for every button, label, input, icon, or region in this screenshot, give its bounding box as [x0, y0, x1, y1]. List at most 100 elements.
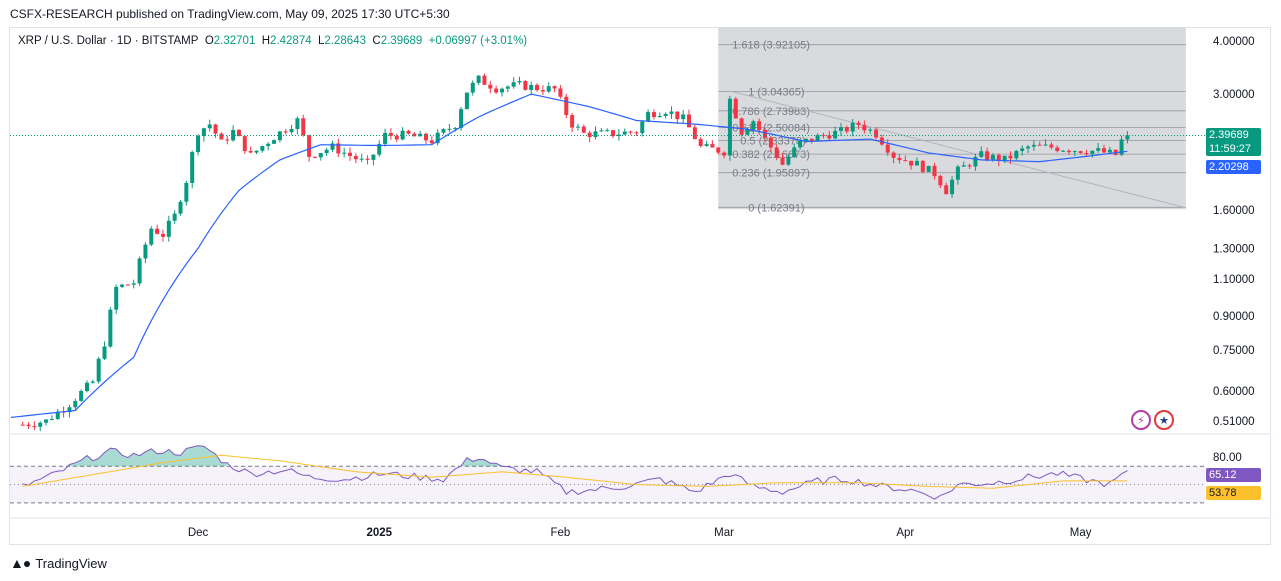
price-tick-label: 1.60000: [1213, 205, 1255, 217]
trendline: [729, 90, 1186, 209]
candle-body: [792, 147, 797, 158]
publisher-line: CSFX-RESEARCH published on TradingView.c…: [10, 7, 450, 21]
candle-body: [733, 98, 738, 119]
bolt-icon[interactable]: ⚡: [1131, 410, 1151, 430]
candle-body: [307, 135, 312, 157]
candle-body: [558, 88, 563, 97]
candle-body: [365, 158, 370, 160]
candle-body: [155, 228, 160, 234]
candle-body: [1096, 148, 1101, 151]
candle-body: [383, 132, 388, 144]
candle-body: [96, 358, 101, 382]
candle-body: [178, 201, 183, 214]
candle-body: [213, 124, 218, 134]
candle-body: [669, 111, 674, 114]
candle-body: [780, 157, 785, 165]
open-value: 2.32701: [213, 35, 256, 47]
price-tick-label: 1.30000: [1213, 243, 1255, 255]
tradingview-brand[interactable]: ▲● TradingView: [10, 555, 107, 571]
tradingview-logo-icon: ▲●: [10, 555, 31, 571]
candle-body: [312, 156, 317, 158]
candle-body: [634, 132, 639, 134]
fib-level-label: 0 (1.62391): [748, 202, 804, 214]
close-value: 2.39689: [380, 35, 423, 47]
candle-body: [459, 109, 464, 128]
last-price-badge: 2.39689 11:59:27: [1206, 128, 1261, 156]
fib-level-label: 0.236 (1.95897): [732, 168, 810, 180]
candle-body: [1037, 144, 1042, 146]
candle-body: [1055, 147, 1060, 152]
candle-body: [201, 128, 206, 137]
candle-body: [599, 130, 604, 132]
candle-body: [844, 127, 849, 132]
moving-average-line: [10, 93, 1128, 418]
candle-body: [505, 86, 510, 89]
candle-body: [570, 115, 575, 128]
price-tick-label: 0.75000: [1213, 345, 1255, 357]
candle-body: [137, 258, 142, 284]
candle-body: [1014, 151, 1019, 159]
price-tick-label: 0.51000: [1213, 416, 1255, 428]
candle-body: [289, 129, 294, 133]
candle-body: [236, 129, 241, 137]
candle-body: [575, 126, 580, 128]
candle-body: [464, 92, 469, 110]
candle-body: [914, 160, 919, 166]
candle-body: [990, 154, 995, 160]
candle-body: [184, 182, 189, 202]
candle-body: [272, 140, 277, 144]
candle-body: [149, 228, 154, 245]
fib-level-label: 0.786 (2.73983): [732, 106, 810, 118]
candle-body: [125, 284, 130, 286]
candle-body: [1066, 150, 1071, 153]
candle-body: [73, 400, 78, 408]
candle-body: [809, 138, 814, 142]
price-tick-label: 0.60000: [1213, 386, 1255, 398]
price-tick-label: 1.10000: [1213, 274, 1255, 286]
brand-name: TradingView: [35, 555, 107, 571]
candle-body: [295, 118, 300, 130]
candle-body: [429, 140, 434, 144]
candle-body: [131, 283, 136, 285]
candle-body: [488, 84, 493, 89]
candle-body: [330, 143, 335, 150]
candle-body: [722, 152, 727, 156]
candle-body: [266, 143, 271, 147]
candle-body: [692, 127, 697, 140]
candle-body: [1061, 150, 1066, 152]
candle-body: [412, 133, 417, 137]
time-tick-label: Feb: [551, 527, 571, 539]
candle-body: [611, 130, 616, 137]
candle-body: [441, 129, 446, 133]
candle-body: [716, 147, 721, 153]
candle-body: [377, 143, 382, 155]
candle-body: [698, 139, 703, 146]
candle-body: [1125, 135, 1130, 140]
candle-body: [1102, 148, 1107, 153]
candle-body: [277, 131, 282, 141]
time-tick-label: Apr: [896, 527, 914, 539]
ohlc-legend: XRP / U.S. Dollar · 1D · BITSTAMP O2.327…: [18, 35, 527, 47]
candle-body: [710, 144, 715, 148]
rsi-line: [22, 445, 1128, 500]
candle-body: [79, 390, 84, 401]
candle-body: [231, 129, 236, 141]
candle-body: [207, 124, 212, 129]
candle-body: [996, 154, 1001, 162]
rsi-tick-label: 80.00: [1213, 452, 1242, 464]
candle-body: [838, 127, 843, 131]
symbol-title[interactable]: XRP / U.S. Dollar · 1D · BITSTAMP: [18, 35, 199, 47]
candle-body: [932, 165, 937, 177]
candle-body: [342, 152, 347, 154]
candle-body: [540, 90, 545, 92]
candle-body: [950, 179, 955, 195]
candle-body: [1107, 149, 1112, 153]
candle-body: [418, 133, 423, 137]
candle-body: [745, 129, 750, 135]
candle-body: [260, 146, 265, 151]
candle-body: [453, 127, 458, 129]
us-flag-icon[interactable]: ★: [1154, 410, 1174, 430]
candle-body: [640, 121, 645, 134]
candle-body: [874, 129, 879, 138]
